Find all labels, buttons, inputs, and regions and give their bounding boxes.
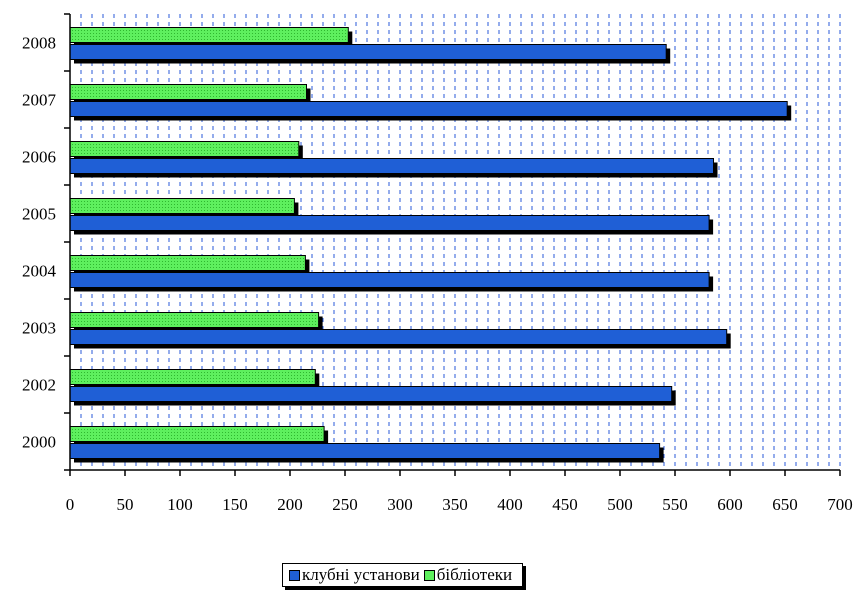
bar-libraries [69,255,306,271]
bar-libraries [69,426,325,442]
x-tick-label: 500 [607,495,633,514]
x-tick-label: 250 [332,495,358,514]
legend-label-libraries: бібліотеки [436,565,513,584]
y-tick-label: 2008 [22,34,56,53]
y-tick-label: 2003 [22,319,56,338]
x-tick-label: 550 [662,495,688,514]
y-tick-label: 2000 [22,433,56,452]
y-tick-label: 2007 [22,91,57,110]
legend-swatch-libraries [423,569,435,581]
bar-libraries [69,369,316,385]
tick-labels: 2008 2007 2006 2005 2004 2003 2002 2000 0 50 100 15… [22,34,853,515]
x-tick-label: 600 [717,495,743,514]
axes [64,13,841,476]
x-tick-label: 0 [66,495,75,514]
y-tick-label: 2005 [22,205,56,224]
bars [69,27,792,463]
x-tick-label: 350 [442,495,468,514]
legend: клубні установи бібліотеки [282,563,524,587]
x-tick-label: 700 [827,495,853,514]
bar-clubs [69,443,661,459]
legend-label-clubs: клубні установи [302,565,420,584]
x-tick-label: 650 [772,495,798,514]
bar-clubs [69,101,788,117]
x-tick-label: 100 [167,495,193,514]
bar-libraries [69,84,307,100]
x-tick-label: 150 [222,495,248,514]
bar-libraries [69,198,295,214]
bar-clubs [69,44,667,60]
bar-libraries [69,312,320,328]
x-tick-label: 400 [497,495,523,514]
x-tick-label: 200 [277,495,303,514]
bar-clubs [69,215,710,231]
y-tick-label: 2006 [22,148,56,167]
y-tick-label: 2002 [22,376,56,395]
legend-item-libraries: бібліотеки [423,565,513,585]
bar-libraries [69,27,349,43]
legend-item-clubs: клубні установи [289,565,420,585]
bar-libraries [69,141,300,157]
y-tick-label: 2004 [22,262,57,281]
x-tick-label: 450 [552,495,578,514]
bar-clubs [69,158,714,174]
x-tick-label: 50 [117,495,134,514]
bar-clubs [69,386,673,402]
bar-clubs [69,329,728,345]
x-tick-label: 300 [387,495,413,514]
legend-swatch-clubs [289,569,300,581]
bar-clubs [69,272,710,288]
